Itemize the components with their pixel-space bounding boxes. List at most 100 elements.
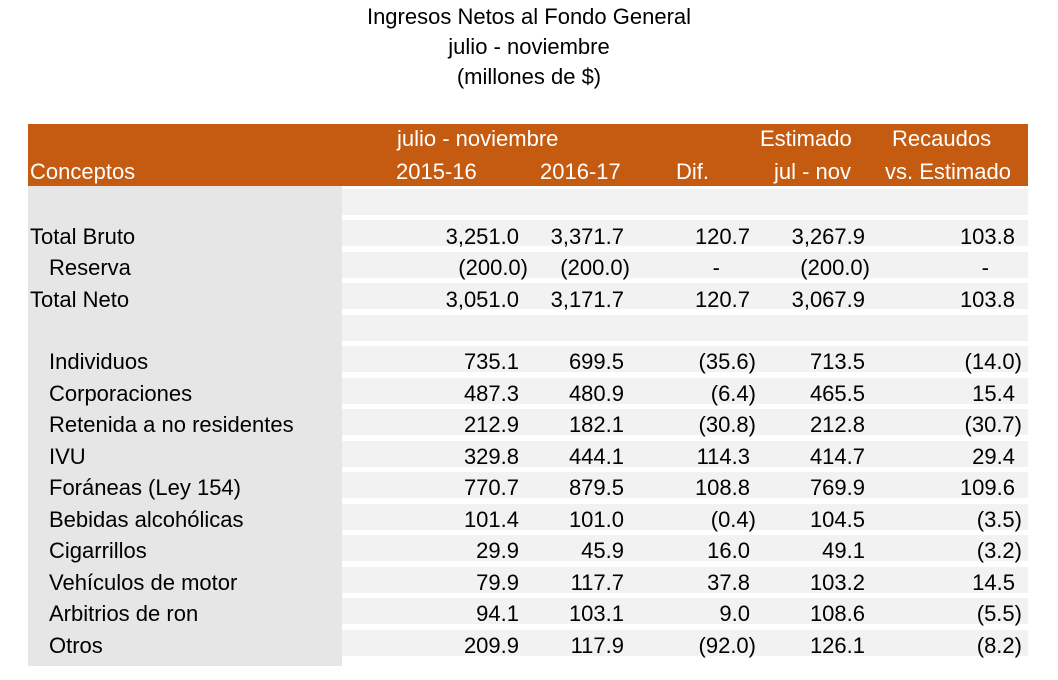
cell-2015-16: 209.9 [463,633,519,658]
cell-recaudos: 109.6 [959,475,1015,500]
table-row: IVU 329.8 444.1 114.3 414.7 29.4 [0,441,1058,472]
cell-2015-16: 3,251.0 [445,224,519,249]
header-estimado-bottom: jul - nov [774,159,852,184]
row-concept: Total Bruto [30,224,136,249]
cell-2016-17: 3,371.7 [550,224,624,249]
row-concept: Vehículos de motor [49,570,238,595]
cell-dif: (92.0) [698,633,756,658]
cell-2016-17: 103.1 [568,601,624,626]
row-band [342,409,1028,435]
cell-estimado: 103.2 [809,570,865,595]
cell-estimado: 212.8 [809,412,865,437]
cell-2015-16: 29.9 [476,538,519,563]
cell-estimado: 108.6 [809,601,865,626]
cell-recaudos: 103.8 [959,287,1015,312]
row-band [342,315,1028,341]
cell-estimado: 3,267.9 [791,224,865,249]
cell-2015-16: 770.7 [463,475,519,500]
title-line-3: (millones de $) [456,64,602,89]
table-row: Reserva (200.0) (200.0) - (200.0) - [0,252,1058,283]
cell-estimado: 3,067.9 [791,287,865,312]
cell-recaudos: (3.5) [976,507,1022,532]
row-band [342,598,1028,624]
cell-2016-17: 182.1 [568,412,624,437]
cell-recaudos: 29.4 [972,444,1015,469]
cell-estimado: 769.9 [809,475,865,500]
header-2016-17: 2016-17 [540,159,621,184]
cell-estimado: 104.5 [809,507,865,532]
row-band [342,378,1028,404]
cell-dif: - [712,255,720,280]
cell-2015-16: 212.9 [463,412,519,437]
table-row: Vehículos de motor 79.9 117.7 37.8 103.2… [0,567,1058,598]
row-concept: Retenida a no residentes [49,412,294,437]
cell-2015-16: 94.1 [476,601,519,626]
cell-dif: 9.0 [719,601,750,626]
cell-2016-17: 480.9 [568,381,624,406]
cell-2015-16: 329.8 [463,444,519,469]
cell-estimado: 713.5 [809,349,865,374]
cell-recaudos: 14.5 [972,570,1015,595]
cell-recaudos: (3.2) [976,538,1022,563]
cell-recaudos: - [981,255,989,280]
cell-dif: (30.8) [698,412,756,437]
table-row: Total Neto 3,051.0 3,171.7 120.7 3,067.9… [0,284,1058,315]
cell-2016-17: 879.5 [568,475,624,500]
row-band [342,504,1028,530]
cell-2015-16: 735.1 [463,349,519,374]
cell-recaudos: (8.2) [976,633,1022,658]
table-row: Bebidas alcohólicas 101.4 101.0 (0.4) 10… [0,504,1058,535]
header-group-label: julio - noviembre [397,126,559,151]
cell-2015-16: 3,051.0 [445,287,519,312]
row-concept: Individuos [49,349,149,374]
cell-2016-17: 444.1 [568,444,624,469]
row-concept: Otros [49,633,103,658]
cell-dif: 120.7 [694,224,750,249]
row-band [342,535,1028,561]
cell-estimado: 465.5 [809,381,865,406]
table-row: Corporaciones 487.3 480.9 (6.4) 465.5 15… [0,378,1058,409]
row-band [342,630,1028,656]
cell-2016-17: 45.9 [581,538,624,563]
title-line-1: Ingresos Netos al Fondo General [366,4,692,29]
table-row: Cigarrillos 29.9 45.9 16.0 49.1 (3.2) [0,535,1058,566]
cell-dif: 120.7 [694,287,750,312]
cell-recaudos: (5.5) [976,601,1022,626]
row-band [342,567,1028,593]
row-concept: IVU [49,444,86,469]
header-recaudos-bottom: vs. Estimado [885,159,1011,184]
row-concept: Cigarrillos [49,538,147,563]
row-concept: Arbitrios de ron [49,601,199,626]
title-line-2: julio - noviembre [448,34,610,59]
cell-2016-17: 101.0 [568,507,624,532]
cell-2016-17: (200.0) [560,255,630,280]
row-concept: Reserva [49,255,131,280]
table-row: Arbitrios de ron 94.1 103.1 9.0 108.6 (5… [0,598,1058,629]
header-estimado-top: Estimado [760,126,852,151]
cell-2016-17: 117.7 [570,570,624,595]
row-band [342,346,1028,372]
header-recaudos-top: Recaudos [892,126,992,151]
cell-dif: (35.6) [698,349,756,374]
table-row: Retenida a no residentes 212.9 182.1 (30… [0,409,1058,440]
cell-dif: 16.0 [707,538,750,563]
table-title: Ingresos Netos al Fondo General julio - … [0,2,1058,92]
row-band [342,283,1028,309]
row-band [342,472,1028,498]
row-band [342,252,1028,278]
cell-dif: 114.3 [696,444,750,469]
table-row: Foráneas (Ley 154) 770.7 879.5 108.8 769… [0,472,1058,503]
row-concept: Bebidas alcohólicas [49,507,244,532]
row-band [342,441,1028,467]
table-row: Total Bruto 3,251.0 3,371.7 120.7 3,267.… [0,221,1058,252]
cell-2016-17: 3,171.7 [550,287,624,312]
cell-2016-17: 117.9 [570,633,624,658]
cell-estimado: 126.1 [809,633,865,658]
cell-2015-16: 79.9 [476,570,519,595]
cell-dif: (6.4) [710,381,756,406]
concepts-column-shading [28,186,342,666]
header-2015-16: 2015-16 [396,159,477,184]
cell-recaudos: (14.0) [964,349,1022,374]
cell-estimado: (200.0) [800,255,870,280]
cell-dif: 37.8 [707,570,750,595]
